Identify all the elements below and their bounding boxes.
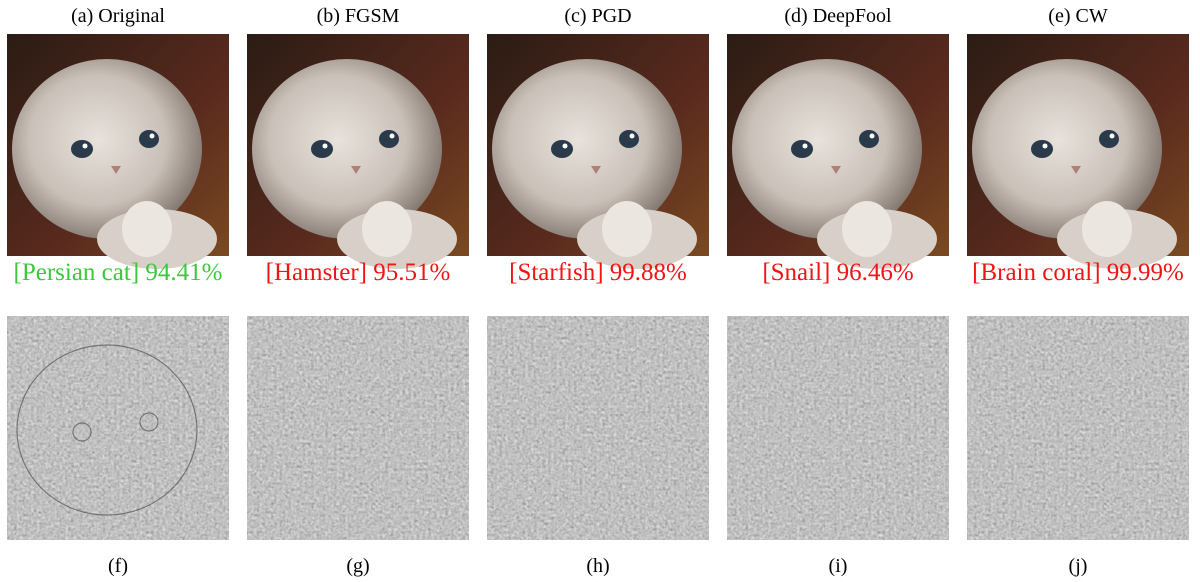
- image: [967, 34, 1189, 269]
- perturbation-image: [967, 316, 1189, 540]
- caption: (j): [1069, 555, 1088, 577]
- panel-title: (c) PGD: [564, 5, 631, 27]
- class-name: [Brain coral]: [972, 259, 1100, 286]
- image: [7, 34, 229, 269]
- class-name: [Persian cat]: [14, 259, 140, 286]
- perturbation-image: [7, 316, 229, 540]
- caption: (i): [829, 555, 848, 577]
- prediction-label: [Persian cat] 94.41%: [14, 259, 223, 286]
- caption: (f): [108, 555, 128, 577]
- perturbation-image: [247, 316, 469, 540]
- caption: (g): [346, 555, 369, 577]
- image: [487, 34, 709, 269]
- panel-title: (d) DeepFool: [784, 5, 892, 27]
- prediction-label: [Hamster] 95.51%: [266, 259, 451, 286]
- panel-title: (e) CW: [1048, 5, 1108, 27]
- class-name: [Starfish]: [509, 259, 603, 286]
- confidence: 96.46%: [837, 259, 914, 286]
- perturbation-image: [487, 316, 709, 540]
- perturbation-image: [727, 316, 949, 540]
- panel-title: (a) Original: [71, 5, 165, 27]
- panel-title: (b) FGSM: [317, 5, 400, 27]
- prediction-label: [Snail] 96.46%: [762, 259, 913, 286]
- confidence: 94.41%: [145, 259, 222, 286]
- prediction-label: [Brain coral] 99.99%: [972, 259, 1184, 286]
- confidence: 95.51%: [373, 259, 450, 286]
- caption: (h): [586, 555, 609, 577]
- class-name: [Hamster]: [266, 259, 367, 286]
- image: [247, 34, 469, 269]
- class-name: [Snail]: [762, 259, 830, 286]
- confidence: 99.99%: [1107, 259, 1184, 286]
- figure: (a) Original [Persian cat] 94.41% (b) FGSM…: [0, 0, 1200, 582]
- image: [727, 34, 949, 269]
- confidence: 99.88%: [610, 259, 687, 286]
- prediction-label: [Starfish] 99.88%: [509, 259, 687, 286]
